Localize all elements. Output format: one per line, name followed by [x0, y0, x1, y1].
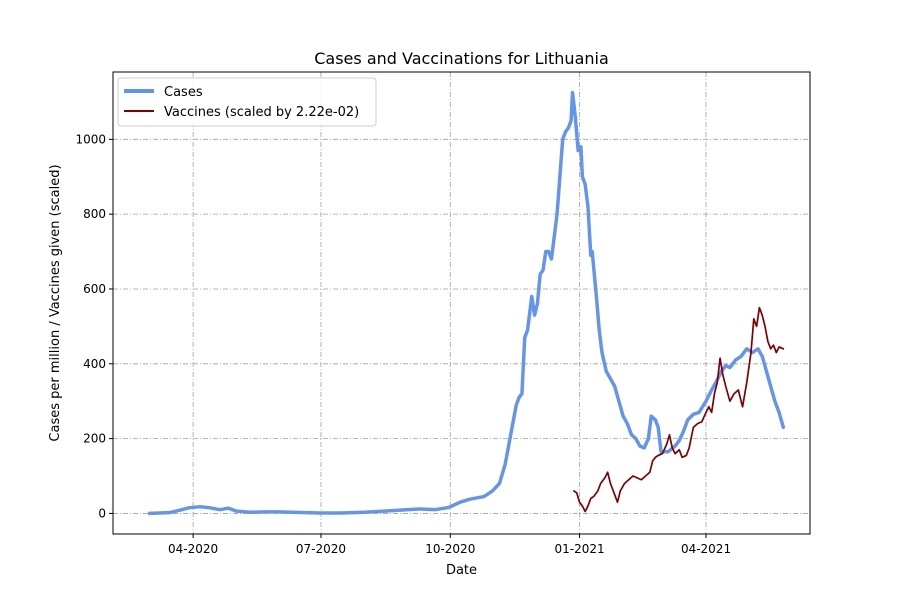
x-tick-label: 07-2020 [296, 542, 346, 556]
series-line-cases [147, 90, 786, 516]
y-axis-title: Cases per million / Vaccines given (scal… [48, 164, 63, 441]
ticks-layer: 04-2020 07-2020 10-2020 01-2021 04-2021 0 200 4… [75, 132, 731, 556]
y-tick-label: 600 [83, 282, 106, 296]
y-tick-label: 400 [83, 357, 106, 371]
x-tick-label: 10-2020 [425, 542, 475, 556]
x-tick-label: 01-2021 [554, 542, 604, 556]
y-tick-label: 800 [83, 207, 106, 221]
x-tick-label: 04-2020 [168, 542, 218, 556]
series-line-vaccines [573, 306, 785, 513]
legend: Cases Vaccines (scaled by 2.22e-02) [117, 77, 377, 127]
series-layer [147, 90, 786, 516]
y-tick-label: 1000 [75, 132, 106, 146]
legend-label-cases: Cases [164, 85, 203, 100]
y-tick-label: 0 [98, 506, 106, 520]
x-axis-title: Date [446, 563, 477, 578]
plot-frame [112, 71, 811, 535]
chart-title: Cases and Vaccinations for Lithuania [314, 49, 609, 68]
x-tick-label: 04-2021 [681, 542, 731, 556]
y-tick-label: 200 [83, 432, 106, 446]
legend-box [117, 77, 377, 127]
legend-label-vaccines: Vaccines (scaled by 2.22e-02) [164, 105, 359, 120]
